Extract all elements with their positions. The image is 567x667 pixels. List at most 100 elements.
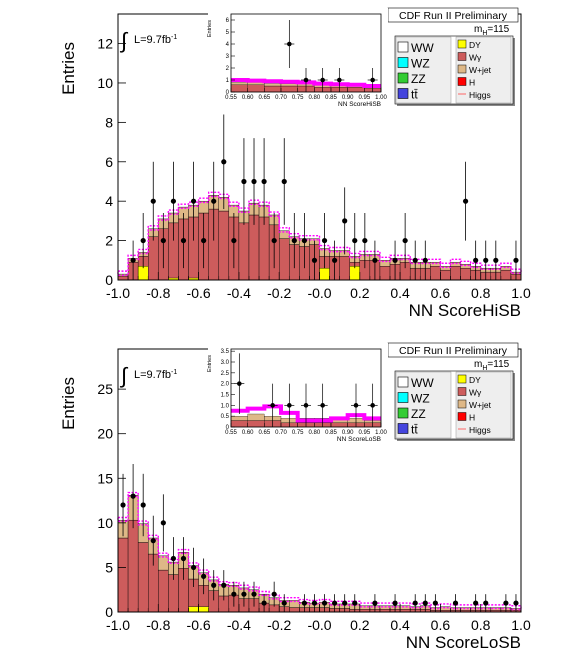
y-tick-label: 25 (97, 381, 113, 397)
inset-x-tick-label: 0.95 (358, 430, 370, 436)
inset-y-tick-label: 1.5 (221, 393, 230, 399)
panel-1: -1.0 -0.8 -0.6 -0.4 -0.2 -0.0 0.2 0.4 0.6 0.8 1.00… (59, 7, 531, 320)
inset-x-tick-label: 0.70 (275, 430, 287, 436)
data-point-15 (271, 237, 277, 244)
data-point-4 (160, 237, 166, 244)
data-point-22 (342, 600, 348, 606)
data-point-16 (281, 600, 287, 606)
legend-label: H (469, 413, 475, 423)
x-tick-label: -0.0 (307, 285, 331, 301)
inset-x-tick-label: 0.85 (325, 430, 337, 436)
bar-wjet-28 (399, 605, 411, 610)
x-tick-label: -0.2 (267, 285, 291, 301)
x-tick-label: 0.2 (350, 285, 370, 301)
bar-wjet-26 (379, 260, 391, 267)
legend-swatch (457, 64, 467, 74)
x-tick-label: 0.4 (390, 285, 410, 301)
x-tick-label: 1.0 (511, 617, 531, 633)
inset-x-tick-label: 0.60 (242, 430, 254, 436)
y-tick-label: 20 (97, 426, 113, 442)
data-point-39 (513, 600, 519, 606)
inset-x-tick-label: 0.80 (308, 430, 320, 436)
inset-x-tick-label: 0.90 (342, 430, 354, 436)
data-point-9 (211, 582, 217, 588)
x-tick-label: -0.8 (146, 617, 170, 633)
inset-bar-wjet-2 (264, 83, 282, 87)
bar-wgamma-12 (238, 222, 250, 281)
data-point-36 (483, 257, 489, 263)
data-point-38 (503, 600, 509, 606)
inset-x-tick-label: 0.75 (292, 95, 304, 101)
legend-label: ZZ (411, 407, 426, 421)
legend-label: H (469, 78, 475, 88)
inset-bar-wgamma-3 (280, 85, 298, 93)
data-point-14 (261, 600, 267, 606)
inset-x-tick-label: 0.70 (275, 95, 287, 101)
bar-wgamma-0 (117, 537, 129, 613)
inset-background (208, 343, 388, 443)
inset-data-point-2 (320, 77, 325, 83)
legend-label: tt̄ (411, 88, 418, 102)
inset-bar-wjet-1 (247, 82, 265, 85)
inset-x-axis-title: NN ScoreHiSB (338, 101, 381, 108)
bar-wjet-4 (158, 555, 169, 571)
inset-y-axis-title: Entries (207, 355, 213, 372)
inset-y-tick-label: 3.5 (221, 349, 230, 355)
inset-bar-wgamma-2 (264, 85, 282, 93)
legend-label: WW (411, 41, 434, 55)
bar-wgamma-3 (148, 236, 159, 281)
data-point-25 (372, 257, 378, 263)
legend-swatch (457, 39, 467, 49)
y-tick-label: 0 (105, 272, 113, 288)
bar-wgamma-10 (218, 210, 230, 281)
inset-bar-wgamma-1 (247, 84, 265, 93)
data-point-20 (321, 237, 328, 244)
inset-bar-wgamma-6 (330, 422, 348, 428)
y-axis-title: Entries (59, 42, 78, 95)
data-point-15 (271, 591, 277, 597)
data-point-5 (170, 555, 177, 562)
inset-x-axis-title: NN ScoreLoSB (337, 436, 381, 443)
data-point-0 (120, 502, 126, 508)
data-point-30 (422, 600, 428, 606)
x-tick-label: 0.2 (350, 617, 370, 633)
legend-label: Higgs (469, 90, 491, 100)
bar-wgamma-14 (258, 216, 270, 281)
inset-higgs-line (231, 404, 381, 423)
data-point-21 (332, 600, 338, 606)
luminosity-unit-exponent: -1 (171, 34, 177, 41)
inset-data-point-7 (353, 403, 359, 408)
data-point-35 (473, 257, 479, 263)
bar-wjet-33 (450, 262, 461, 267)
inset-x-tick-label: 1.00 (375, 95, 387, 101)
inset-plot: 0.55 0.60 0.65 0.70 0.75 0.80 0.85 0.90 0.95 1.00… (207, 8, 388, 108)
data-point-13 (251, 178, 257, 185)
integral-sign: ∫ (119, 363, 129, 388)
bar-wgamma-17 (289, 607, 300, 613)
data-point-2 (140, 237, 146, 244)
inset-x-tick-label: 0.55 (225, 95, 237, 101)
bar-wjet-32 (440, 606, 451, 611)
bar-wgamma-4 (158, 569, 169, 613)
mass-symbol: m (474, 24, 482, 35)
inset-x-tick-label: 1.00 (375, 430, 387, 436)
legend-swatch (457, 399, 467, 409)
y-axis-title: Entries (59, 377, 78, 430)
data-point-8 (201, 573, 207, 579)
x-axis-title: NN ScoreLoSB (406, 633, 521, 652)
data-point-3 (150, 198, 156, 204)
data-point-21 (332, 257, 338, 263)
inset-y-axis-title: Entries (207, 20, 213, 37)
bar-wgamma-5 (168, 574, 179, 613)
x-tick-label: -1.0 (106, 285, 130, 301)
data-point-12 (241, 178, 247, 185)
legend-swatch (397, 41, 409, 53)
data-point-16 (281, 178, 287, 185)
inset-data-point-0 (287, 41, 292, 47)
x-tick-label: 0.6 (431, 285, 451, 301)
x-tick-label: 0.4 (390, 617, 410, 633)
y-tick-label: 10 (97, 515, 113, 531)
inset-y-tick-label: 0 (226, 425, 230, 431)
inset-data-point-4 (370, 77, 375, 83)
